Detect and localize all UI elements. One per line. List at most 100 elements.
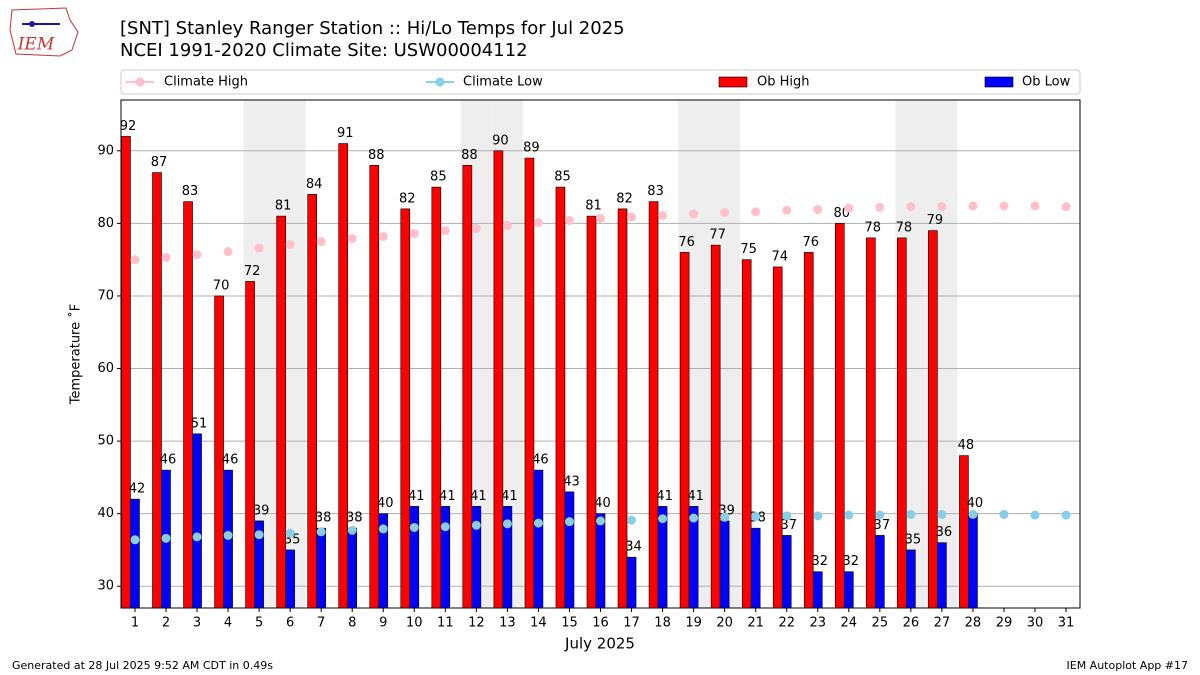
y-tick-label: 40 — [97, 506, 114, 521]
line-marker — [192, 250, 202, 260]
bar-value-label: 85 — [554, 170, 571, 185]
line-marker — [285, 239, 295, 249]
bar-value-label: 89 — [523, 141, 540, 156]
bar — [648, 201, 659, 609]
bar-value-label: 75 — [740, 242, 757, 257]
bar — [866, 237, 876, 609]
line-marker — [906, 202, 916, 212]
bar-value-label: 88 — [368, 148, 385, 163]
bar-value-label: 32 — [843, 554, 860, 569]
line-marker — [782, 205, 792, 215]
x-tick-label: 15 — [561, 616, 578, 631]
legend-label: Climate Low — [463, 75, 543, 90]
line-marker — [689, 513, 699, 523]
line-marker — [161, 252, 171, 262]
bar — [431, 186, 442, 609]
chart-subtitle: NCEI 1991-2020 Climate Site: USW00004112 — [120, 40, 528, 61]
bar-value-label: 46 — [532, 453, 549, 468]
bar-value-label: 91 — [337, 126, 354, 141]
bar-value-label: 46 — [222, 453, 239, 468]
bar — [772, 266, 783, 609]
line-marker — [378, 231, 388, 241]
line-marker — [720, 512, 730, 522]
x-tick-label: 13 — [499, 616, 516, 631]
bar — [493, 150, 504, 609]
bar-value-label: 38 — [346, 511, 363, 526]
bar-value-label: 41 — [470, 489, 487, 504]
line-marker — [409, 522, 419, 532]
bar — [834, 223, 845, 609]
bar-value-label: 51 — [191, 416, 208, 431]
x-axis-label: July 2025 — [564, 635, 635, 653]
bar — [183, 201, 193, 609]
y-tick-label: 30 — [97, 579, 114, 594]
line-marker — [627, 515, 637, 525]
bar — [440, 506, 451, 609]
bar-value-label: 32 — [811, 554, 828, 569]
bar — [400, 208, 411, 609]
plot-frame — [120, 99, 1081, 609]
legend-label: Climate High — [164, 75, 248, 90]
x-tick-label: 26 — [903, 616, 920, 631]
x-tick-label: 20 — [716, 616, 733, 631]
legend-marker — [135, 77, 145, 87]
line-marker — [937, 202, 947, 212]
x-tick-label: 5 — [255, 616, 263, 631]
line-marker — [596, 516, 605, 526]
bar-value-label: 38 — [315, 511, 332, 526]
bar-value-label: 82 — [399, 191, 416, 206]
footer-left: Generated at 28 Jul 2025 9:52 AM CDT in … — [12, 659, 273, 672]
line-marker — [875, 202, 885, 212]
bar-value-label: 37 — [780, 518, 797, 533]
line-marker — [968, 509, 978, 519]
bar — [462, 165, 473, 609]
bar-value-label: 87 — [151, 155, 168, 170]
logo-dot — [29, 21, 35, 27]
bar — [679, 252, 690, 609]
bar-value-label: 90 — [492, 133, 509, 148]
bar-value-label: 43 — [563, 474, 580, 489]
line-marker — [751, 207, 761, 217]
line-marker — [285, 528, 295, 538]
line-marker — [596, 213, 605, 223]
bar-value-label: 46 — [160, 453, 177, 468]
bar — [586, 215, 597, 609]
line-marker — [1061, 510, 1071, 520]
line-marker — [658, 210, 668, 220]
line-marker — [968, 201, 978, 211]
x-tick-label: 24 — [841, 616, 858, 631]
bar-value-label: 40 — [594, 496, 611, 511]
legend-swatch — [718, 76, 748, 88]
bar-value-label: 81 — [275, 199, 292, 214]
bar-value-label: 48 — [958, 438, 975, 453]
line-marker — [130, 255, 140, 265]
x-tick-label: 8 — [348, 616, 356, 631]
bar — [347, 527, 358, 609]
logo-text: IEM — [17, 35, 55, 55]
bar-value-label: 84 — [306, 177, 323, 192]
x-tick-label: 14 — [530, 616, 547, 631]
line-marker — [192, 532, 202, 542]
bar — [152, 172, 162, 609]
bar-value-label: 35 — [905, 532, 922, 547]
line-marker — [223, 247, 233, 257]
bar-value-label: 41 — [501, 489, 518, 504]
line-marker — [502, 221, 512, 231]
bar-value-label: 82 — [616, 191, 633, 206]
bar-value-label: 41 — [408, 489, 425, 504]
line-marker — [223, 530, 233, 540]
line-marker — [658, 514, 668, 524]
bar — [937, 542, 947, 609]
bar-value-label: 40 — [377, 496, 394, 511]
bar — [564, 491, 575, 609]
bar-value-label: 77 — [709, 228, 726, 243]
x-tick-label: 11 — [437, 616, 454, 631]
line-marker — [627, 212, 637, 222]
bar-value-label: 74 — [771, 249, 788, 264]
line-marker — [254, 530, 264, 540]
bar-value-label: 79 — [927, 213, 944, 228]
bar — [533, 469, 544, 609]
line-marker — [471, 223, 481, 233]
line-marker — [409, 229, 419, 239]
